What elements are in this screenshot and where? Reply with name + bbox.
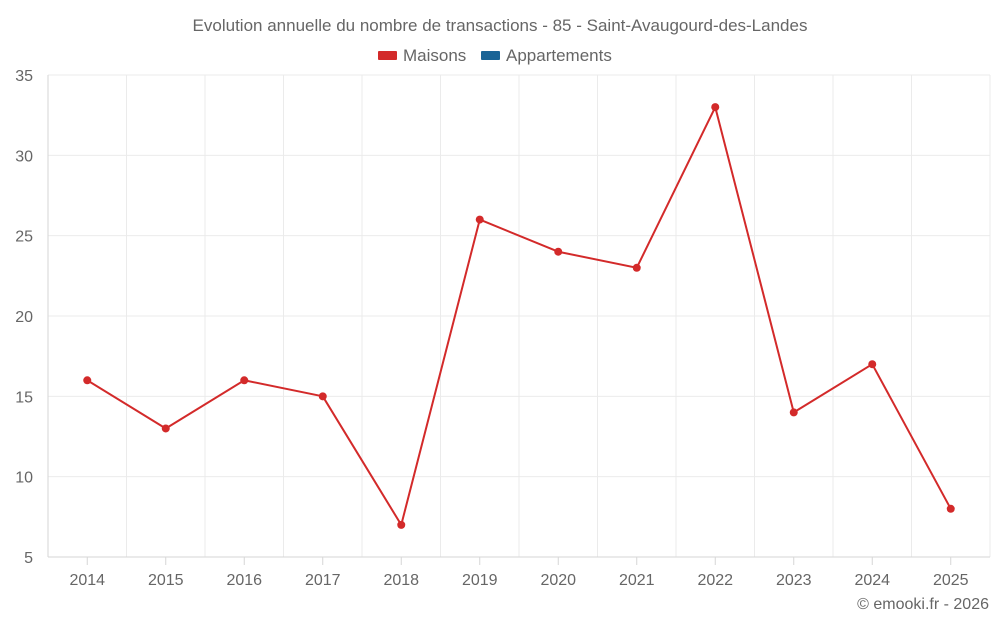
y-tick-label: 20 bbox=[15, 309, 33, 326]
legend-label-maisons: Maisons bbox=[403, 46, 466, 65]
x-tick-label: 2014 bbox=[69, 572, 105, 589]
legend-item-appartements[interactable]: Appartements bbox=[481, 46, 612, 65]
x-tick-label: 2024 bbox=[854, 572, 890, 589]
x-tick-label: 2023 bbox=[776, 572, 812, 589]
legend-label-appartements: Appartements bbox=[506, 46, 612, 65]
x-tick-label: 2016 bbox=[226, 572, 262, 589]
chart-title: Evolution annuelle du nombre de transact… bbox=[193, 16, 808, 35]
x-tick-label: 2018 bbox=[383, 572, 419, 589]
data-point-maisons[interactable] bbox=[789, 408, 798, 417]
grid bbox=[48, 74, 991, 557]
data-point-maisons[interactable] bbox=[397, 520, 406, 529]
y-tick-label: 10 bbox=[15, 470, 33, 487]
y-tick-label: 5 bbox=[24, 550, 33, 567]
y-tick-label: 30 bbox=[15, 148, 33, 165]
data-point-maisons[interactable] bbox=[632, 263, 641, 272]
data-point-maisons[interactable] bbox=[318, 392, 327, 401]
data-point-maisons[interactable] bbox=[711, 103, 720, 112]
series-maisons bbox=[83, 103, 955, 529]
y-tick-label: 25 bbox=[15, 229, 33, 246]
x-tick-label: 2015 bbox=[148, 572, 184, 589]
data-point-maisons[interactable] bbox=[240, 376, 249, 385]
x-tick-label: 2017 bbox=[305, 572, 341, 589]
y-tick-label: 35 bbox=[15, 68, 33, 85]
x-tick-label: 2020 bbox=[540, 572, 576, 589]
legend-swatch-maisons bbox=[378, 51, 397, 60]
data-point-maisons[interactable] bbox=[475, 215, 484, 224]
legend: Maisons Appartements bbox=[378, 46, 612, 65]
credit-text: © emooki.fr - 2026 bbox=[857, 596, 989, 613]
x-tick-label: 2021 bbox=[619, 572, 655, 589]
data-point-maisons[interactable] bbox=[83, 376, 92, 385]
series-line-maisons bbox=[86, 106, 952, 526]
x-tick-label: 2025 bbox=[933, 572, 969, 589]
data-point-maisons[interactable] bbox=[868, 360, 877, 369]
data-point-maisons[interactable] bbox=[946, 504, 955, 513]
legend-swatch-appartements bbox=[481, 51, 500, 60]
x-tick-label: 2022 bbox=[697, 572, 733, 589]
legend-item-maisons[interactable]: Maisons bbox=[378, 46, 466, 65]
x-tick-label: 2019 bbox=[462, 572, 498, 589]
data-point-maisons[interactable] bbox=[161, 424, 170, 433]
y-tick-label: 15 bbox=[15, 389, 33, 406]
data-point-maisons[interactable] bbox=[554, 247, 563, 256]
